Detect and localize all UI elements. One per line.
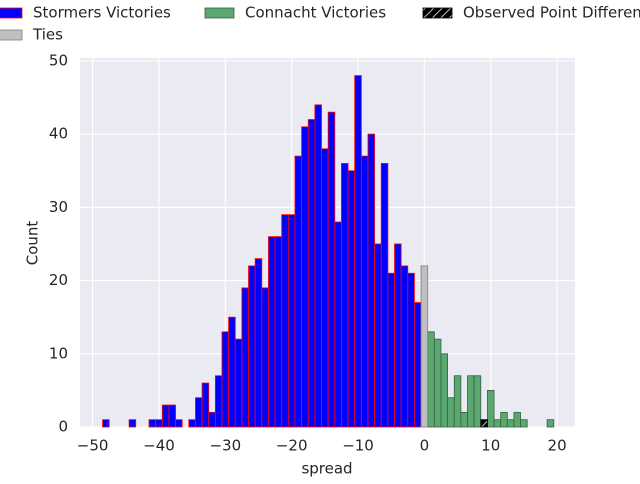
bar <box>221 331 230 428</box>
y-axis-label: Count <box>24 221 42 266</box>
legend-swatch <box>422 7 453 19</box>
legend-label: Ties <box>32 26 63 44</box>
bar <box>506 419 515 428</box>
bar <box>433 338 442 428</box>
bar <box>513 411 521 428</box>
bar <box>400 265 409 428</box>
y-tick-label: 30 <box>49 198 68 216</box>
bar <box>480 419 488 428</box>
y-tick-label: 50 <box>49 51 68 69</box>
legend-label: Connacht Victories <box>245 4 386 22</box>
bar <box>427 331 435 428</box>
bar <box>175 419 183 428</box>
y-tick-label: 20 <box>49 271 68 289</box>
y-tick-label: 10 <box>49 344 68 362</box>
bar <box>102 419 110 428</box>
bar <box>261 287 269 428</box>
bar <box>354 75 362 428</box>
bar <box>228 316 236 428</box>
bar <box>460 411 468 428</box>
bar <box>248 265 256 428</box>
bar <box>314 104 322 428</box>
legend-swatch <box>0 7 23 19</box>
bar <box>281 214 289 428</box>
bar <box>334 221 342 428</box>
x-tick-label: 0 <box>420 437 430 455</box>
bar <box>546 419 555 428</box>
bar <box>155 419 163 428</box>
x-tick-label: −20 <box>276 437 308 455</box>
bar <box>294 155 303 428</box>
bar <box>453 375 462 428</box>
bar <box>195 397 203 428</box>
bar <box>473 375 482 428</box>
bar <box>234 338 243 428</box>
bar <box>327 111 336 428</box>
bar <box>520 419 528 428</box>
bar <box>188 419 196 428</box>
bar <box>447 397 455 428</box>
bar <box>420 265 429 428</box>
bar <box>208 411 216 428</box>
bar <box>148 419 157 428</box>
x-tick-label: −30 <box>209 437 241 455</box>
bar <box>274 236 283 428</box>
bar <box>387 272 395 428</box>
bar <box>493 419 502 428</box>
x-tick-label: −10 <box>342 437 374 455</box>
bar <box>394 243 402 428</box>
bar <box>414 302 422 428</box>
bar <box>380 163 389 428</box>
bar <box>268 236 276 428</box>
x-axis-label: spread <box>301 460 352 478</box>
bar <box>241 287 249 428</box>
y-tick-label: 0 <box>58 418 68 436</box>
x-tick-label: 10 <box>481 437 500 455</box>
legend-swatch <box>204 7 235 19</box>
bar <box>367 133 376 428</box>
bar <box>168 404 176 428</box>
bar <box>360 155 369 428</box>
bar <box>341 163 349 428</box>
x-tick-label: −40 <box>143 437 175 455</box>
legend-label: Observed Point Difference <box>463 4 640 22</box>
x-tick-label: −50 <box>77 437 109 455</box>
bar <box>407 272 415 428</box>
bar <box>214 375 223 428</box>
bar <box>307 119 316 428</box>
bar <box>254 258 263 428</box>
legend-swatch <box>0 29 23 41</box>
legend-label: Stormers Victories <box>33 4 171 22</box>
bar <box>287 214 296 428</box>
bar <box>440 353 449 428</box>
bar <box>301 126 309 428</box>
bar <box>347 170 356 428</box>
bar <box>500 411 508 428</box>
bar <box>467 375 475 428</box>
bar <box>161 404 170 428</box>
bar <box>201 382 210 428</box>
bar <box>321 148 329 428</box>
x-tick-label: 20 <box>548 437 567 455</box>
y-tick-label: 40 <box>49 125 68 143</box>
bar <box>487 389 495 428</box>
bar <box>128 419 137 428</box>
bar <box>374 243 382 428</box>
